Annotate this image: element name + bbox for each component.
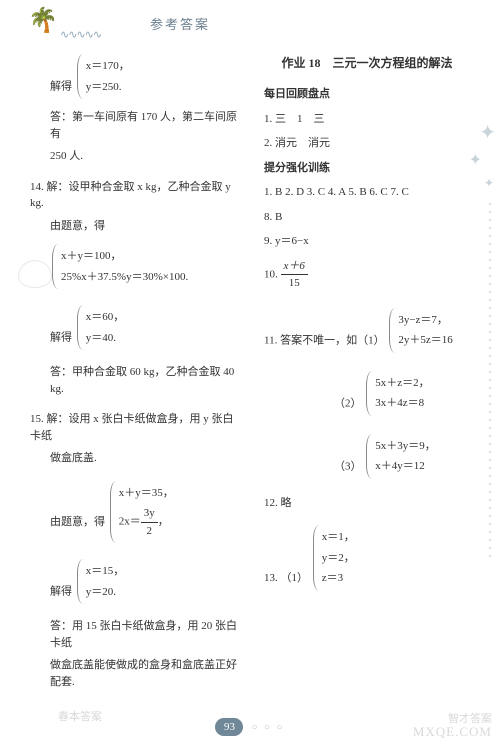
equation: 3x＋4z＝8 <box>375 393 429 414</box>
equation: x＝15， <box>86 561 125 582</box>
answer-10: 10. x＋6 15 <box>264 258 470 292</box>
solve-label: 解得 <box>50 332 72 344</box>
subhead-review: 每日回顾盘点 <box>264 86 470 103</box>
mc-answers: 8. B <box>264 209 470 226</box>
answer-11-3: （3） 5x＋3y＝9， x＋4y＝12 <box>264 430 470 483</box>
answer-text: 答：甲种合金取 60 kg，乙种合金取 40 kg. <box>30 364 238 397</box>
right-decoration: ✦ ✦ ✦ <box>470 0 500 746</box>
right-column: 作业 18 三元一次方程组的解法 每日回顾盘点 1. 三 1 三 2. 消元 消… <box>250 50 470 710</box>
section-title: 作业 18 三元一次方程组的解法 <box>264 54 470 72</box>
answer-line: 1. 三 1 三 <box>264 111 470 128</box>
answer-11-2: （2） 5x＋z＝2， 3x＋4z＝8 <box>264 367 470 420</box>
condition-label: 由题意，得 <box>50 516 105 528</box>
star-icon: ✦ <box>484 176 494 191</box>
equation-system: x＋y＝100， 25%x＋37.5%y＝30%×100. <box>30 240 238 293</box>
answer-text: 答：第一车间原有 170 人，第二车间原有 <box>30 109 238 142</box>
equation: 25%x＋37.5%y＝30%×100. <box>61 267 188 288</box>
brace-system: 5x＋z＝2， 3x＋4z＝8 <box>366 371 429 416</box>
palm-icon: 🌴 <box>28 6 58 35</box>
equation: y＝2， <box>322 548 355 569</box>
equation: y＝20. <box>86 582 125 603</box>
fraction: 3y2 <box>141 505 158 539</box>
equation: x＝1， <box>322 527 355 548</box>
label: 10. <box>264 268 281 280</box>
condition-label: 由题意，得 <box>30 218 238 235</box>
eq-part: 2x＝ <box>119 516 141 528</box>
dot-column <box>488 200 492 560</box>
page-dots: ○ ○ ○ <box>251 722 284 733</box>
brace-system: 3y−z＝7， 2y＋5z＝16 <box>389 308 452 353</box>
equation: x＋y＝35， <box>119 483 174 504</box>
answer-text: 做盒底盖能使做成的盒身和盒底盖正好配套. <box>30 657 238 690</box>
answer-line: 2. 消元 消元 <box>264 135 470 152</box>
mc-answers: 1. B 2. D 3. C 4. A 5. B 6. C 7. C <box>264 184 470 201</box>
brace-system: x＝1， y＝2， z＝3 <box>313 525 355 591</box>
equation: 2y＋5z＝16 <box>398 330 452 351</box>
fraction: x＋6 15 <box>281 258 308 292</box>
answer-12: 12. 略 <box>264 495 470 512</box>
equation: x＝170， <box>86 56 130 77</box>
solution-block: 解得 x＝170， y＝250. <box>30 50 238 103</box>
brace-system: x＝60， y＝40. <box>77 305 125 350</box>
answer-text: 答：用 15 张白卡纸做盒身，用 20 张白卡纸 <box>30 618 238 651</box>
brace-system: 5x＋3y＝9， x＋4y＝12 <box>366 434 436 479</box>
answer-11: 11. 答案不唯一，如（1） 3y−z＝7， 2y＋5z＝16 <box>264 304 470 357</box>
equation: x＋y＝100， <box>61 246 188 267</box>
equation: x＋4y＝12 <box>375 456 436 477</box>
equation: z＝3 <box>322 568 355 589</box>
problem-15: 15. 解：设用 x 张白卡纸做盒身，用 y 张白卡纸 <box>30 411 238 444</box>
subhead-practice: 提分强化训练 <box>264 160 470 177</box>
equation: 2x＝3y2， <box>119 503 174 541</box>
answer-13: 13. （1） x＝1， y＝2， z＝3 <box>264 521 470 595</box>
watermark: MXQE.COM <box>413 724 492 740</box>
header-title: 参考答案 <box>150 14 210 33</box>
label: （3） <box>334 460 362 472</box>
page-number: 93 <box>215 718 243 736</box>
problem-15b: 做盒底盖. <box>30 450 238 467</box>
brace-system: x＝170， y＝250. <box>77 54 130 99</box>
brace-system: x＝15， y＝20. <box>77 559 125 604</box>
equation: 5x＋z＝2， <box>375 373 429 394</box>
star-icon: ✦ <box>469 150 482 170</box>
problem-14: 14. 解：设甲种合金取 x kg，乙种合金取 y kg. <box>30 179 238 212</box>
answer-9: 9. y＝6−x <box>264 233 470 250</box>
equation: 5x＋3y＝9， <box>375 436 436 457</box>
label: 11. 答案不唯一，如（1） <box>264 334 385 346</box>
page-header: 🌴 ∿∿∿∿∿ 参考答案 <box>20 8 480 44</box>
equation: 3y−z＝7， <box>398 310 452 331</box>
wave-icon: ∿∿∿∿∿ <box>60 28 101 41</box>
solution-block: 解得 x＝60， y＝40. <box>30 301 238 354</box>
eq-part: ， <box>158 516 169 528</box>
label: （2） <box>334 397 362 409</box>
watermark: 春本答案 <box>58 708 102 724</box>
brace-system: x＋y＝35， 2x＝3y2， <box>110 481 174 544</box>
condition-block: 由题意，得 x＋y＝35， 2x＝3y2， <box>30 477 238 548</box>
equation: y＝250. <box>86 77 130 98</box>
label: 13. （1） <box>264 572 308 584</box>
solve-label: 解得 <box>50 81 72 93</box>
solution-block: 解得 x＝15， y＝20. <box>30 555 238 608</box>
content-area: 解得 x＝170， y＝250. 答：第一车间原有 170 人，第二车间原有 2… <box>30 50 470 710</box>
equation: x＝60， <box>86 307 125 328</box>
answer-text: 250 人. <box>30 148 238 165</box>
left-column: 解得 x＝170， y＝250. 答：第一车间原有 170 人，第二车间原有 2… <box>30 50 250 710</box>
solve-label: 解得 <box>50 586 72 598</box>
equation: y＝40. <box>86 328 125 349</box>
star-icon: ✦ <box>479 120 496 145</box>
brace-system: x＋y＝100， 25%x＋37.5%y＝30%×100. <box>52 244 188 289</box>
